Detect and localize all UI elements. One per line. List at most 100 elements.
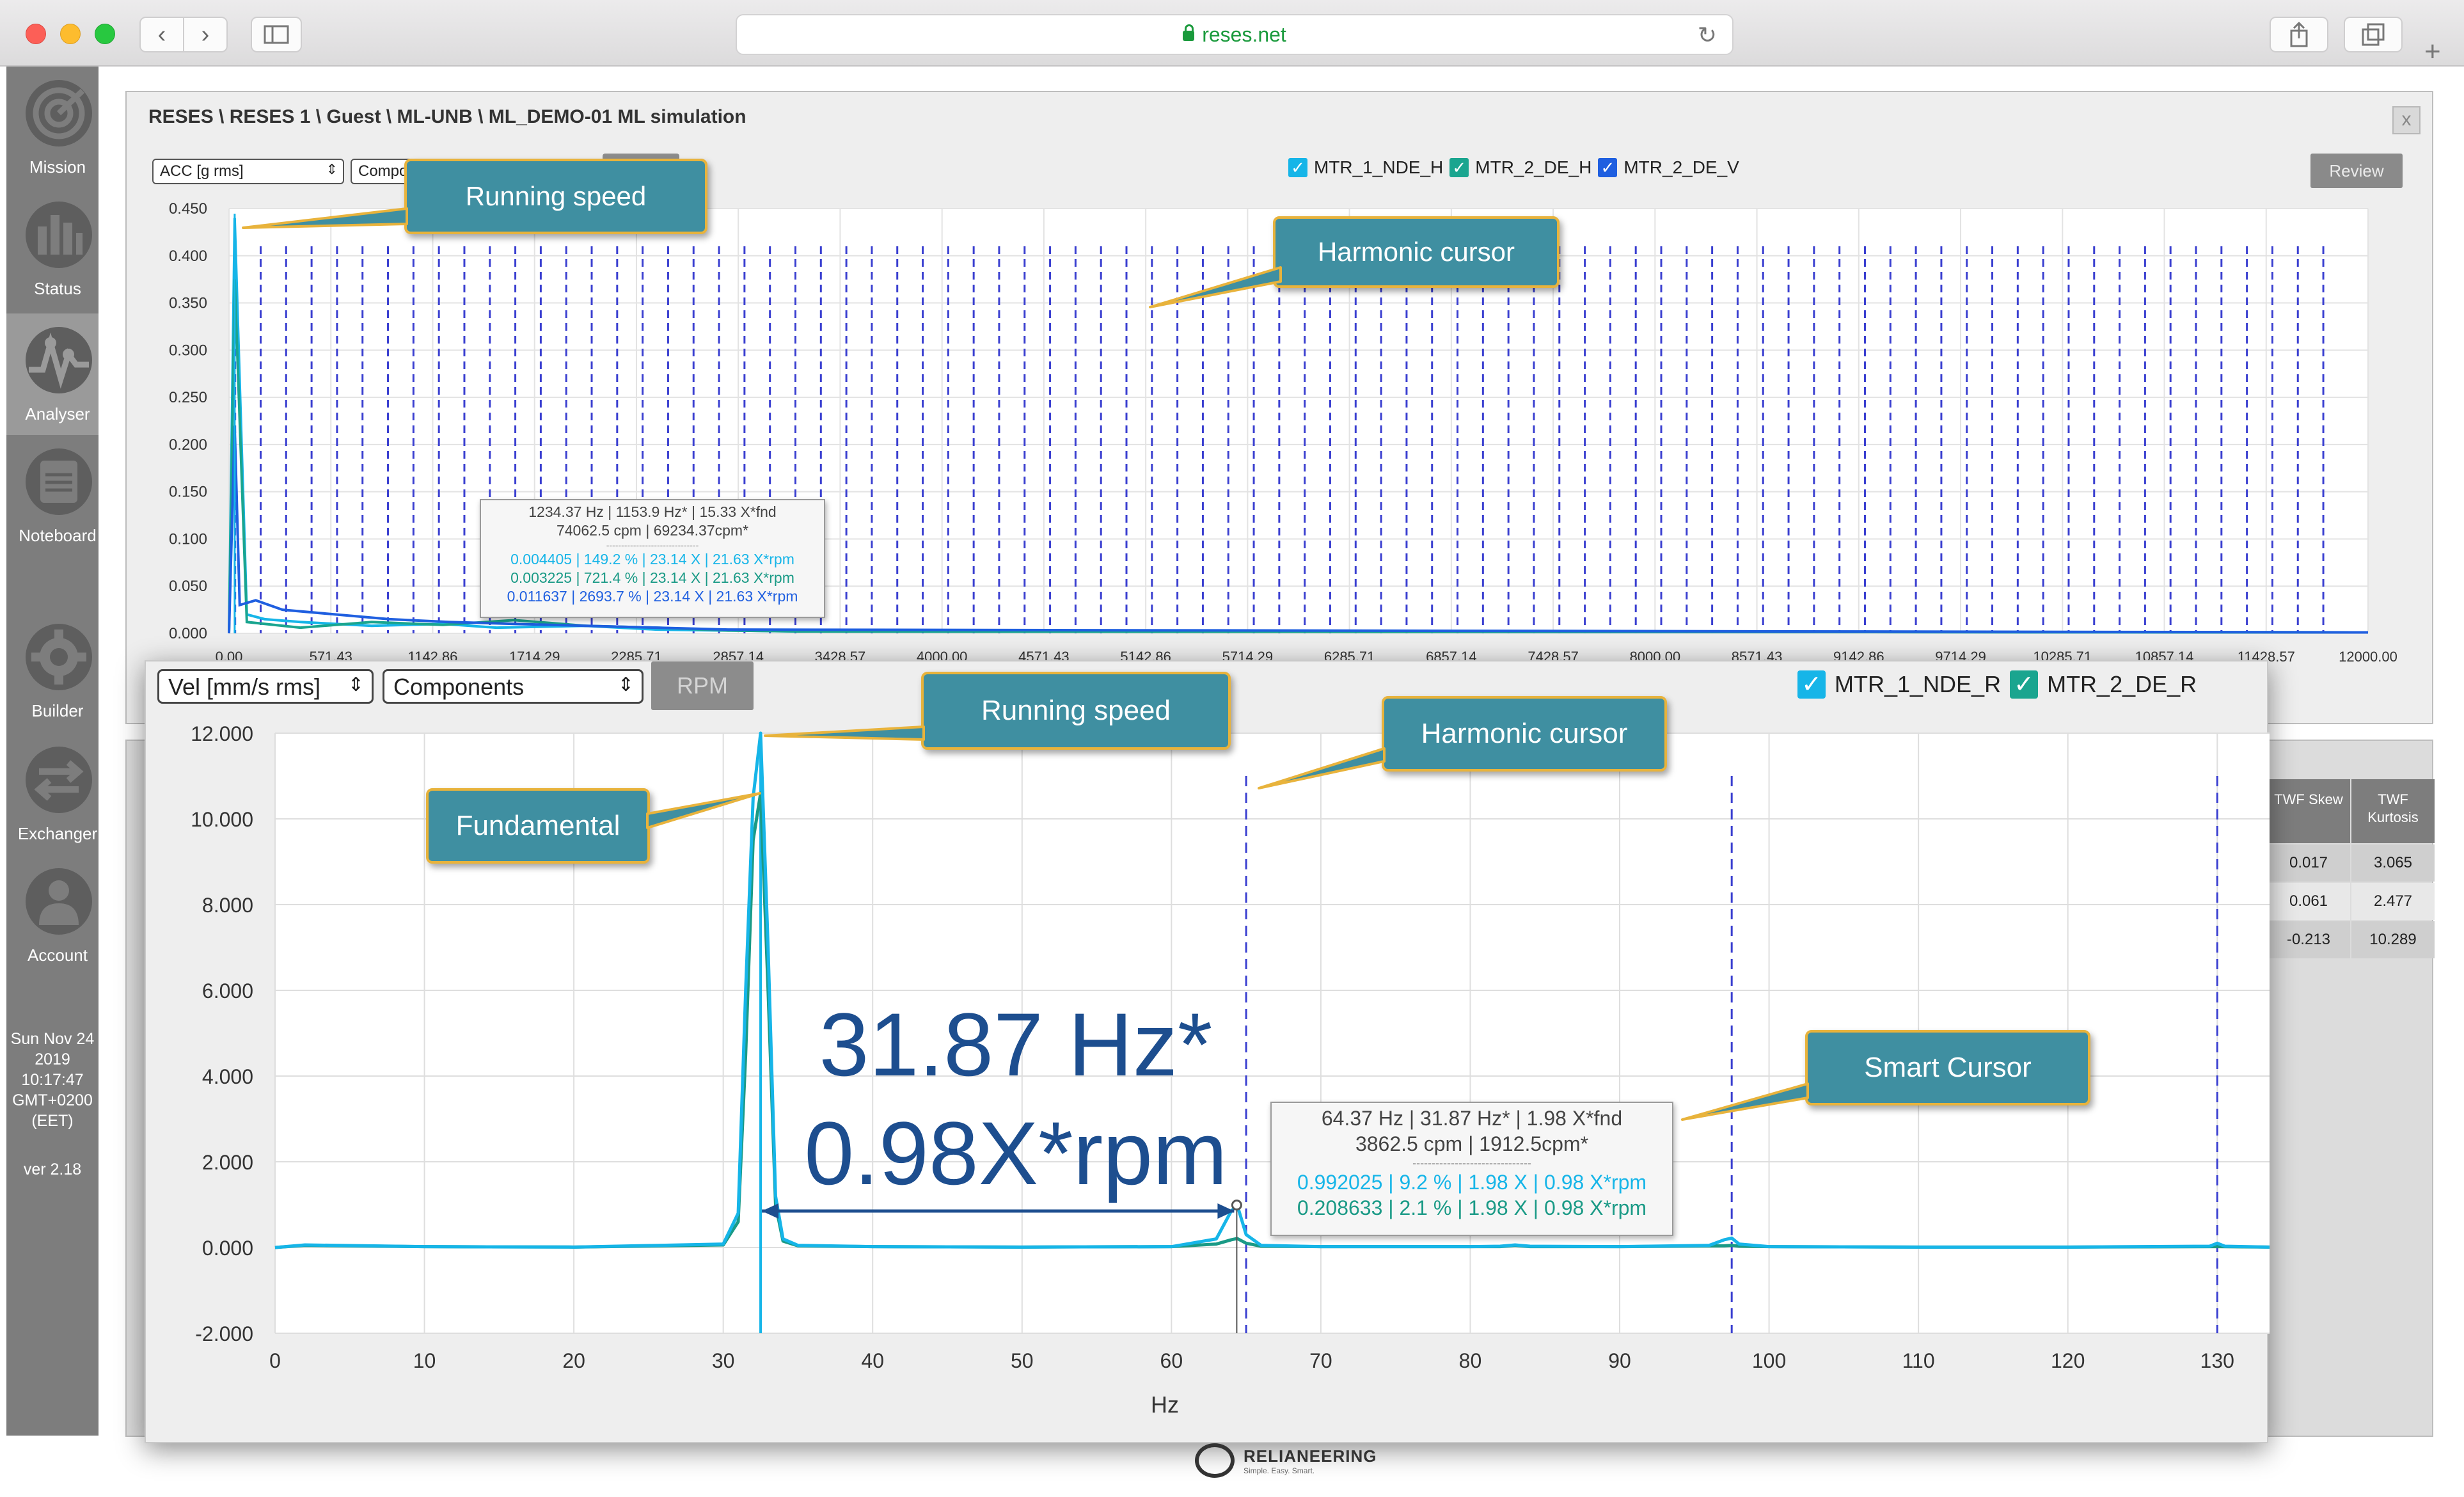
address-bar[interactable]: reses.net ↻ [736,14,1733,55]
series-line [228,425,2369,634]
legend-checkbox[interactable]: ✓ [1449,158,1469,177]
x-tick-label: 0 [269,1349,281,1372]
y-tick-label: 12.000 [191,722,253,745]
exchange-arrows-icon [26,747,92,813]
chevron-left-icon: ‹ [157,20,166,48]
y-tick-label: 4.000 [202,1065,253,1088]
sidebar-item-analyser[interactable]: Analyser [6,313,99,435]
x-tick-label: 100 [1752,1349,1786,1372]
y-tick-label: 2.000 [202,1151,253,1174]
x-tick-label: 12000.00 [2339,649,2397,665]
callout-fundamental: Fundamental [426,788,650,864]
unit-select-value: Vel [mm/s rms] [168,674,321,700]
back-button[interactable]: ‹ [139,17,184,52]
tooltip-series-value: 0.208633 | 2.1 % | 1.98 X | 0.98 X*rpm [1297,1196,1647,1219]
share-icon [2290,22,2308,47]
y-tick-label: 0.250 [169,389,207,406]
select-arrows-icon: ⇕ [617,674,634,695]
tooltip-series-value: 0.003225 | 721.4 % | 23.14 X | 21.63 X*r… [510,569,794,586]
sidebar-nav: Mission Status Analyser Noteboard Builde… [6,67,99,1436]
sidebar-item-label: Exchanger [17,824,98,843]
smart-cursor-tooltip: 64.37 Hz | 31.87 Hz* | 1.98 X*fnd 3862.5… [1270,1102,1673,1236]
notebook-icon [26,448,92,515]
select-arrows-icon: ⇕ [347,674,364,695]
tabs-icon [2362,23,2385,46]
share-button[interactable] [2270,17,2328,52]
legend-label: MTR_1_NDE_R [1835,671,2002,697]
unit-select[interactable]: Vel [mm/s rms] ⇕ [157,669,374,704]
x-tick-label: 10 [413,1349,436,1372]
tabs-overview-button[interactable] [2344,17,2403,52]
tooltip-cpm: 3862.5 cpm | 1912.5cpm* [1355,1132,1589,1155]
gear-icon [26,624,92,690]
tooltip-frequency: 64.37 Hz | 31.87 Hz* | 1.98 X*fnd [1321,1107,1623,1130]
target-icon [26,80,92,147]
maximize-window-button[interactable] [95,24,115,44]
x-tick-label: 130 [2200,1349,2234,1372]
browser-toolbar: ‹ › reses.net ↻ + [0,0,2464,67]
tooltip-series-value: 0.011637 | 2693.7 % | 23.14 X | 21.63 X*… [507,588,798,605]
y-tick-label: 0.050 [169,578,207,595]
legend-checkbox[interactable]: ✓ [1797,670,1826,699]
relianeering-logo: RELIANEERING Simple. Easy. Smart. [1195,1443,1377,1478]
callout-harmonic-cursor: Harmonic cursor [1382,696,1667,772]
x-tick-label: 120 [2051,1349,2085,1372]
running-speed-annotation: 31.87 Hz* 0.98X*rpm [792,990,1240,1208]
legend-checkbox[interactable]: ✓ [2010,670,2039,699]
series-line [274,731,2270,1249]
legend-label: MTR_2_DE_H [1475,157,1592,177]
rpm-button[interactable]: RPM [651,661,754,710]
y-tick-label: 0.350 [169,295,207,312]
sidebar-item-exchanger[interactable]: Exchanger [6,733,99,855]
sidebar-item-mission[interactable]: Mission [6,67,99,188]
sidebar-item-label: Analyser [25,404,90,424]
sidebar-item-label: Status [34,279,81,298]
sidebar-item-label: Noteboard [19,526,97,545]
legend-label: MTR_2_DE_R [2047,671,2197,697]
sidebar-toggle-button[interactable] [251,17,302,52]
unit-select[interactable]: ACC [g rms] ⇕ [152,159,344,184]
x-tick-label: 40 [861,1349,884,1372]
table-cell: 0.017 [2267,844,2350,882]
mode-select[interactable]: Components ⇕ [383,669,644,704]
legend-checkbox[interactable]: ✓ [1598,158,1618,177]
minimize-window-button[interactable] [60,24,81,44]
cursor-tooltip: 1234.37 Hz | 1153.9 Hz* | 15.33 X*fnd 74… [480,499,825,618]
bar-chart-icon [26,202,92,268]
sidebar-item-noteboard[interactable]: Noteboard [6,435,99,557]
sidebar-item-label: Mission [29,157,86,177]
review-button[interactable]: Review [2310,154,2403,188]
legend-checkbox[interactable]: ✓ [1288,158,1307,177]
sidebar-item-account[interactable]: Account [6,855,99,976]
y-tick-label: 8.000 [202,894,253,917]
x-tick-label: 30 [712,1349,735,1372]
reload-icon[interactable]: ↻ [1697,22,1717,48]
panel-close-button[interactable]: x [2392,106,2421,134]
sidebar-item-builder[interactable]: Builder [6,610,99,732]
tooltip-frequency: 1234.37 Hz | 1153.9 Hz* | 15.33 X*fnd [528,503,777,520]
y-tick-label: 0.000 [169,625,207,642]
callout-smart-cursor: Smart Cursor [1805,1030,2090,1105]
tooltip-separator: ------------------------------- [606,540,699,550]
callout-running-speed: Running speed [404,159,707,234]
y-tick-label: 0.100 [169,530,207,548]
legend-label: MTR_2_DE_V [1623,157,1739,177]
date-line: (EET) [31,1112,74,1130]
sidebar-item-label: Account [28,946,88,965]
sidebar-item-status[interactable]: Status [6,188,99,310]
x-tick-label: 110 [1902,1349,1935,1372]
lock-icon [1183,24,1195,41]
new-tab-button[interactable]: + [2424,36,2441,68]
waveform-icon [26,327,92,393]
forward-button[interactable]: › [183,17,228,52]
brand-name: RELIANEERING [1244,1446,1377,1466]
version-label: ver 2.18 [23,1160,82,1178]
x-axis-label: Hz [1151,1391,1179,1418]
y-tick-label: 0.300 [169,342,207,359]
y-tick-label: 6.000 [202,979,253,1002]
logo-mark-icon [1195,1443,1235,1478]
unit-select-value: ACC [g rms] [160,162,244,180]
table-cell: -0.213 [2267,921,2350,958]
tooltip-cpm: 74062.5 cpm | 69234.37cpm* [556,522,749,539]
close-window-button[interactable] [26,24,46,44]
